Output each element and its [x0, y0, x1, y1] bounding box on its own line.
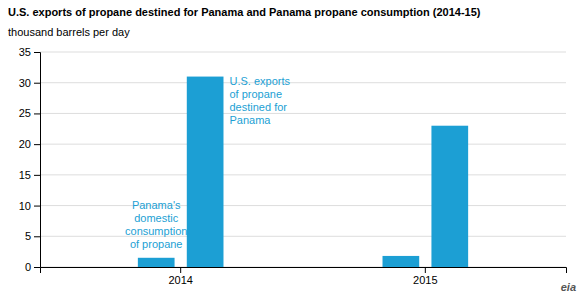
y-axis: 0 5 10 15 20 25 30 35 — [19, 46, 41, 273]
grid-line — [40, 52, 566, 53]
x-axis: 2014 2015 — [41, 267, 567, 286]
y-tick-label: 35 — [19, 46, 31, 58]
x-axis-line — [41, 268, 567, 274]
y-tick: 25 — [19, 107, 40, 119]
y-tick-label: 10 — [19, 200, 31, 212]
y-tick: 5 — [25, 230, 40, 242]
x-tick-label: 2015 — [413, 274, 437, 286]
y-tick: 15 — [19, 169, 40, 181]
y-tick-mark — [34, 175, 40, 176]
annotation-line: of propane — [229, 88, 282, 100]
y-tick-mark — [34, 83, 40, 84]
y-tick-label: 20 — [19, 138, 31, 150]
y-axis-label: thousand barrels per day — [8, 26, 130, 38]
annotation-line: of propane — [130, 238, 183, 250]
annotation-line: Panama's — [132, 199, 181, 211]
y-tick-label: 15 — [19, 169, 31, 181]
series — [138, 256, 419, 267]
bar — [383, 256, 420, 267]
grid-line — [40, 144, 566, 145]
y-tick-mark — [34, 113, 40, 114]
bar — [187, 77, 224, 267]
grid-line — [40, 82, 566, 83]
y-tick-mark — [34, 267, 40, 268]
annotation-line: Panama — [229, 114, 271, 126]
grid — [40, 52, 566, 267]
x-tick-label: 2014 — [168, 274, 192, 286]
y-tick-mark — [34, 206, 40, 207]
y-tick-mark — [34, 52, 40, 53]
y-tick: 0 — [25, 261, 40, 273]
x-tick-mark — [180, 267, 181, 273]
x-tick: 2015 — [413, 267, 437, 286]
y-tick-mark — [34, 236, 40, 237]
bar — [431, 126, 468, 267]
grid-line — [40, 174, 566, 175]
y-axis-line — [34, 53, 41, 268]
logo-text: eia — [561, 281, 576, 293]
annotation-line: U.S. exports — [229, 75, 290, 87]
grid-line — [40, 113, 566, 114]
grid-line — [40, 236, 566, 237]
annotation: Panama'sdomesticconsumptionof propane — [125, 199, 187, 250]
y-tick: 35 — [19, 46, 40, 58]
y-tick-label: 25 — [19, 107, 31, 119]
x-tick: 2014 — [168, 267, 192, 286]
y-tick: 20 — [19, 138, 40, 150]
x-tick-mark — [425, 267, 426, 273]
annotation-line: domestic — [134, 212, 179, 224]
plot: 0 5 10 15 20 25 30 35 2014 2015 Panama'sdomesticco… — [19, 46, 567, 286]
y-tick-label: 0 — [25, 261, 31, 273]
annotation-line: destined for — [229, 101, 287, 113]
y-tick-label: 5 — [25, 230, 31, 242]
title: U.S. exports of propane destined for Pan… — [8, 6, 481, 18]
y-tick: 10 — [19, 200, 40, 212]
chart-root: U.S. exports of propane destined for Pan… — [0, 0, 586, 297]
bars — [138, 77, 468, 267]
annotation: U.S. exportsof propanedestined forPanama — [229, 75, 290, 126]
y-tick-label: 30 — [19, 77, 31, 89]
annotation-line: consumption — [125, 225, 187, 237]
y-tick-mark — [34, 144, 40, 145]
y-tick: 30 — [19, 77, 40, 89]
series — [187, 77, 468, 267]
bar — [138, 258, 175, 267]
grid-line — [40, 205, 566, 206]
